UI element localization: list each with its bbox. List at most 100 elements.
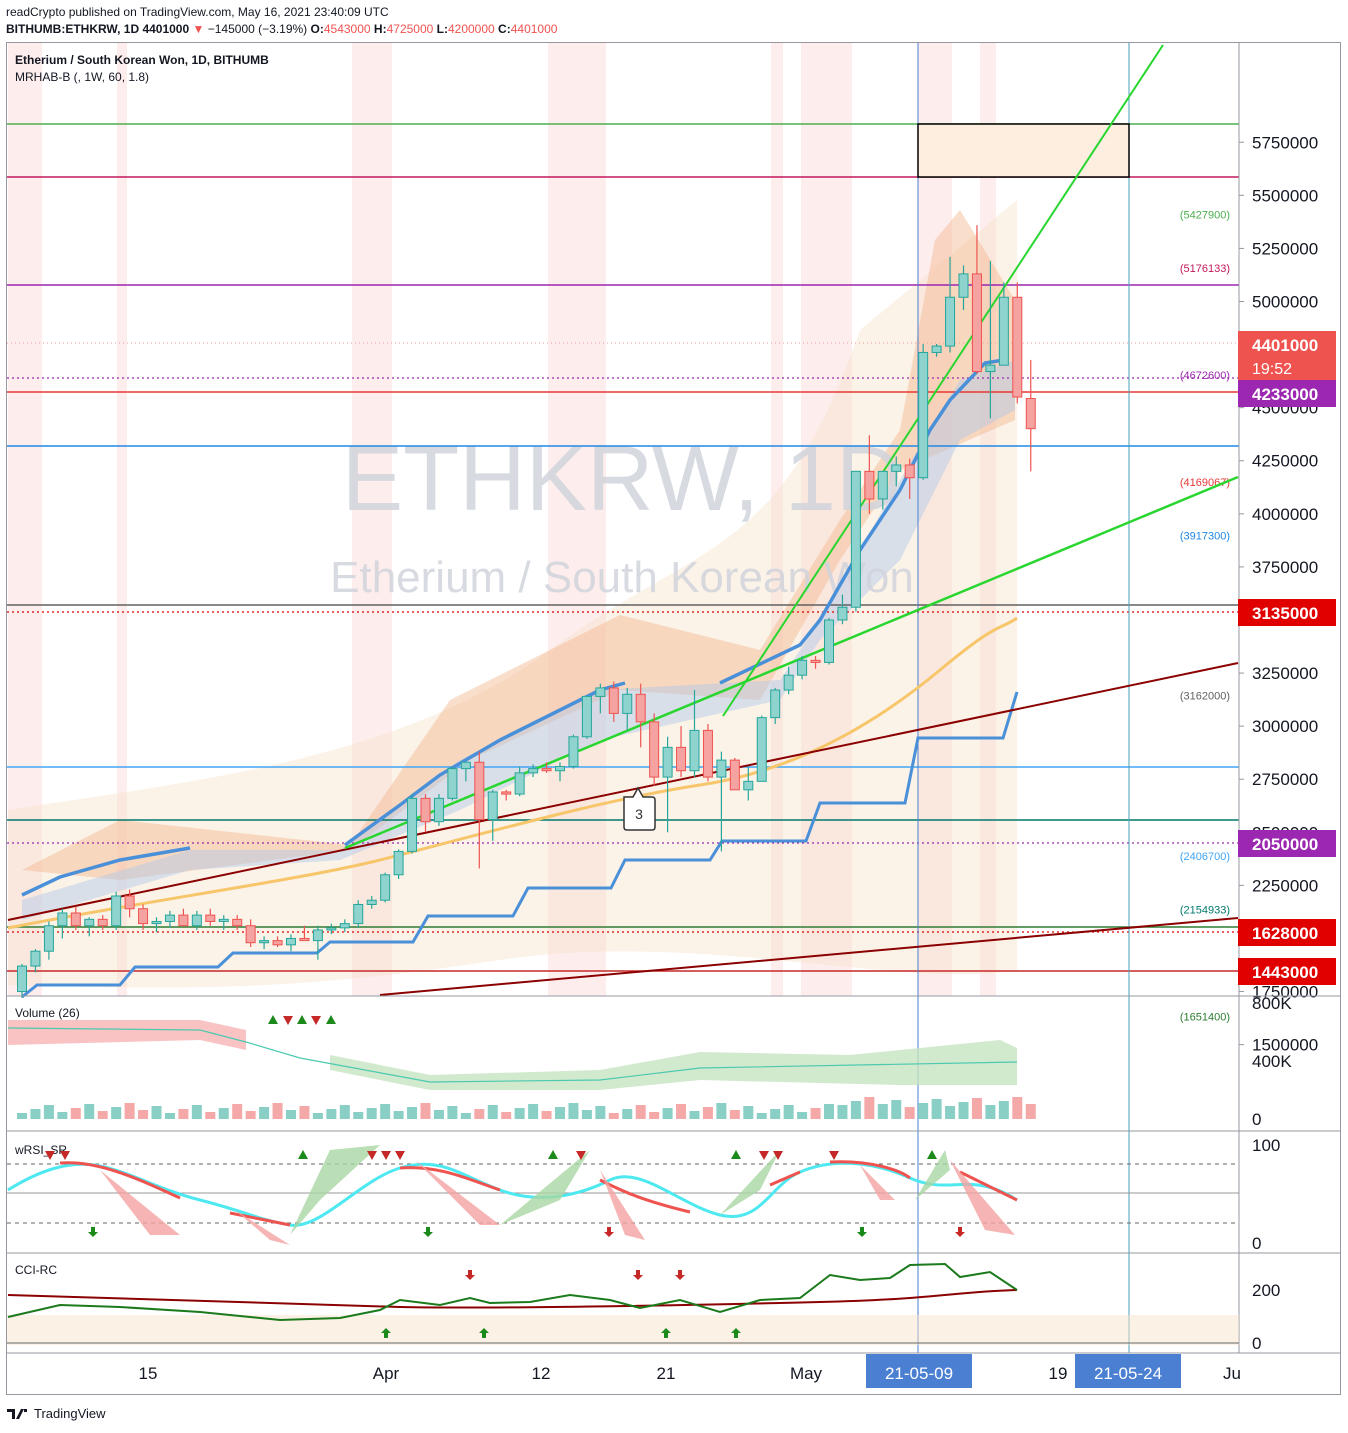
price-badge-label: 4233000 <box>1252 385 1318 404</box>
candle <box>138 908 149 925</box>
volume-bar <box>514 1108 525 1119</box>
price-badge <box>1238 380 1336 407</box>
bg-band <box>980 43 996 996</box>
open-label: O: <box>310 22 324 36</box>
price-tick-label: 4250000 <box>1252 452 1318 471</box>
candle <box>702 729 713 778</box>
candle <box>447 768 458 799</box>
volume-bar <box>57 1112 68 1119</box>
candle <box>891 464 902 472</box>
chart-svg[interactable]: ETHKRW, 1D Etherium / South Korean Won (54… <box>7 43 1340 1394</box>
signal-triangle <box>60 1151 70 1160</box>
candle <box>877 470 888 500</box>
price-tick-label: 3000000 <box>1252 717 1318 736</box>
price-badge-label: 4401000 <box>1252 336 1318 355</box>
price-badge <box>1238 599 1336 626</box>
candle <box>43 925 54 952</box>
candle <box>864 470 875 500</box>
candle <box>420 797 431 823</box>
volume-bar <box>770 1109 781 1119</box>
candle <box>218 918 229 922</box>
envelope-area <box>8 200 1017 988</box>
volume-bar <box>581 1110 592 1119</box>
cci-fast <box>7 1262 1018 1322</box>
target-box <box>917 123 1130 178</box>
candle <box>608 687 619 714</box>
signal-triangle <box>45 1151 55 1160</box>
candle <box>474 761 485 821</box>
candle <box>918 351 929 479</box>
volume-bar <box>702 1107 713 1119</box>
candle <box>326 927 337 931</box>
candle <box>57 912 68 927</box>
candle <box>729 759 740 791</box>
candle <box>568 736 579 767</box>
volume-bar <box>568 1103 579 1119</box>
candle <box>756 717 767 782</box>
candle <box>380 874 391 901</box>
candle <box>433 797 444 823</box>
chart-frame[interactable]: ETHKRW, 1D Etherium / South Korean Won (54… <box>6 42 1341 1395</box>
candle <box>232 918 243 927</box>
volume-bar <box>824 1104 834 1119</box>
time-tick-label: 15 <box>139 1364 158 1383</box>
volume-bar <box>43 1105 54 1119</box>
volume-bar <box>420 1103 431 1119</box>
candle <box>487 791 498 821</box>
candle <box>312 929 323 942</box>
candle <box>971 273 982 373</box>
candle <box>1012 296 1023 398</box>
price-badge-label: 3135000 <box>1252 604 1318 623</box>
change: −145000 (−3.19%) <box>207 22 308 36</box>
low-label: L: <box>436 22 448 36</box>
candle <box>286 937 296 946</box>
candle <box>931 345 942 353</box>
candle <box>850 470 861 608</box>
volume-bar <box>407 1107 418 1119</box>
volume-bar <box>689 1111 700 1119</box>
price-tick-label: 5250000 <box>1252 239 1318 258</box>
price-tick-label: 3750000 <box>1252 558 1318 577</box>
volume-tick-label: 0 <box>1252 1110 1261 1129</box>
volume-bar <box>245 1111 256 1119</box>
time-tick-label: Ju <box>1223 1364 1241 1383</box>
price-badge-label: 1443000 <box>1252 963 1318 982</box>
candle <box>770 689 781 719</box>
candle <box>151 920 162 925</box>
trendline-red-1 <box>7 662 1239 921</box>
candle <box>743 780 754 791</box>
volume-bar <box>662 1108 673 1119</box>
volume-bar <box>971 1098 982 1119</box>
candle <box>783 674 794 691</box>
candle <box>958 273 969 298</box>
candle <box>797 659 808 676</box>
volume-bar <box>501 1112 512 1119</box>
wrsi-tick-label: 100 <box>1252 1136 1280 1155</box>
candle <box>998 296 1009 366</box>
volume-bar <box>353 1112 364 1119</box>
candle <box>353 903 364 925</box>
volume-bar <box>622 1109 633 1119</box>
volume-bar <box>850 1101 861 1119</box>
volume-bar <box>286 1110 296 1119</box>
bg-band <box>918 43 952 996</box>
volume-bar <box>164 1113 175 1119</box>
signal-arrow <box>604 1227 614 1237</box>
candle <box>111 895 122 927</box>
volume-bar <box>393 1111 404 1119</box>
volume-bar <box>716 1103 727 1119</box>
signal-triangle <box>367 1151 377 1160</box>
price-badge-label: 1628000 <box>1252 924 1318 943</box>
volume-bar <box>797 1112 808 1119</box>
signal-triangle <box>381 1151 391 1160</box>
signal-triangle <box>829 1151 839 1160</box>
tradingview-logo-icon <box>7 1409 27 1419</box>
volume-bar <box>205 1112 216 1119</box>
time-tick-label: 12 <box>532 1364 551 1383</box>
candle <box>30 950 41 967</box>
volume-bar <box>891 1100 902 1119</box>
price-tick-label: 3250000 <box>1252 664 1318 683</box>
time-badge <box>866 1354 972 1388</box>
candle <box>164 914 175 922</box>
footer: TradingView <box>6 1405 106 1421</box>
